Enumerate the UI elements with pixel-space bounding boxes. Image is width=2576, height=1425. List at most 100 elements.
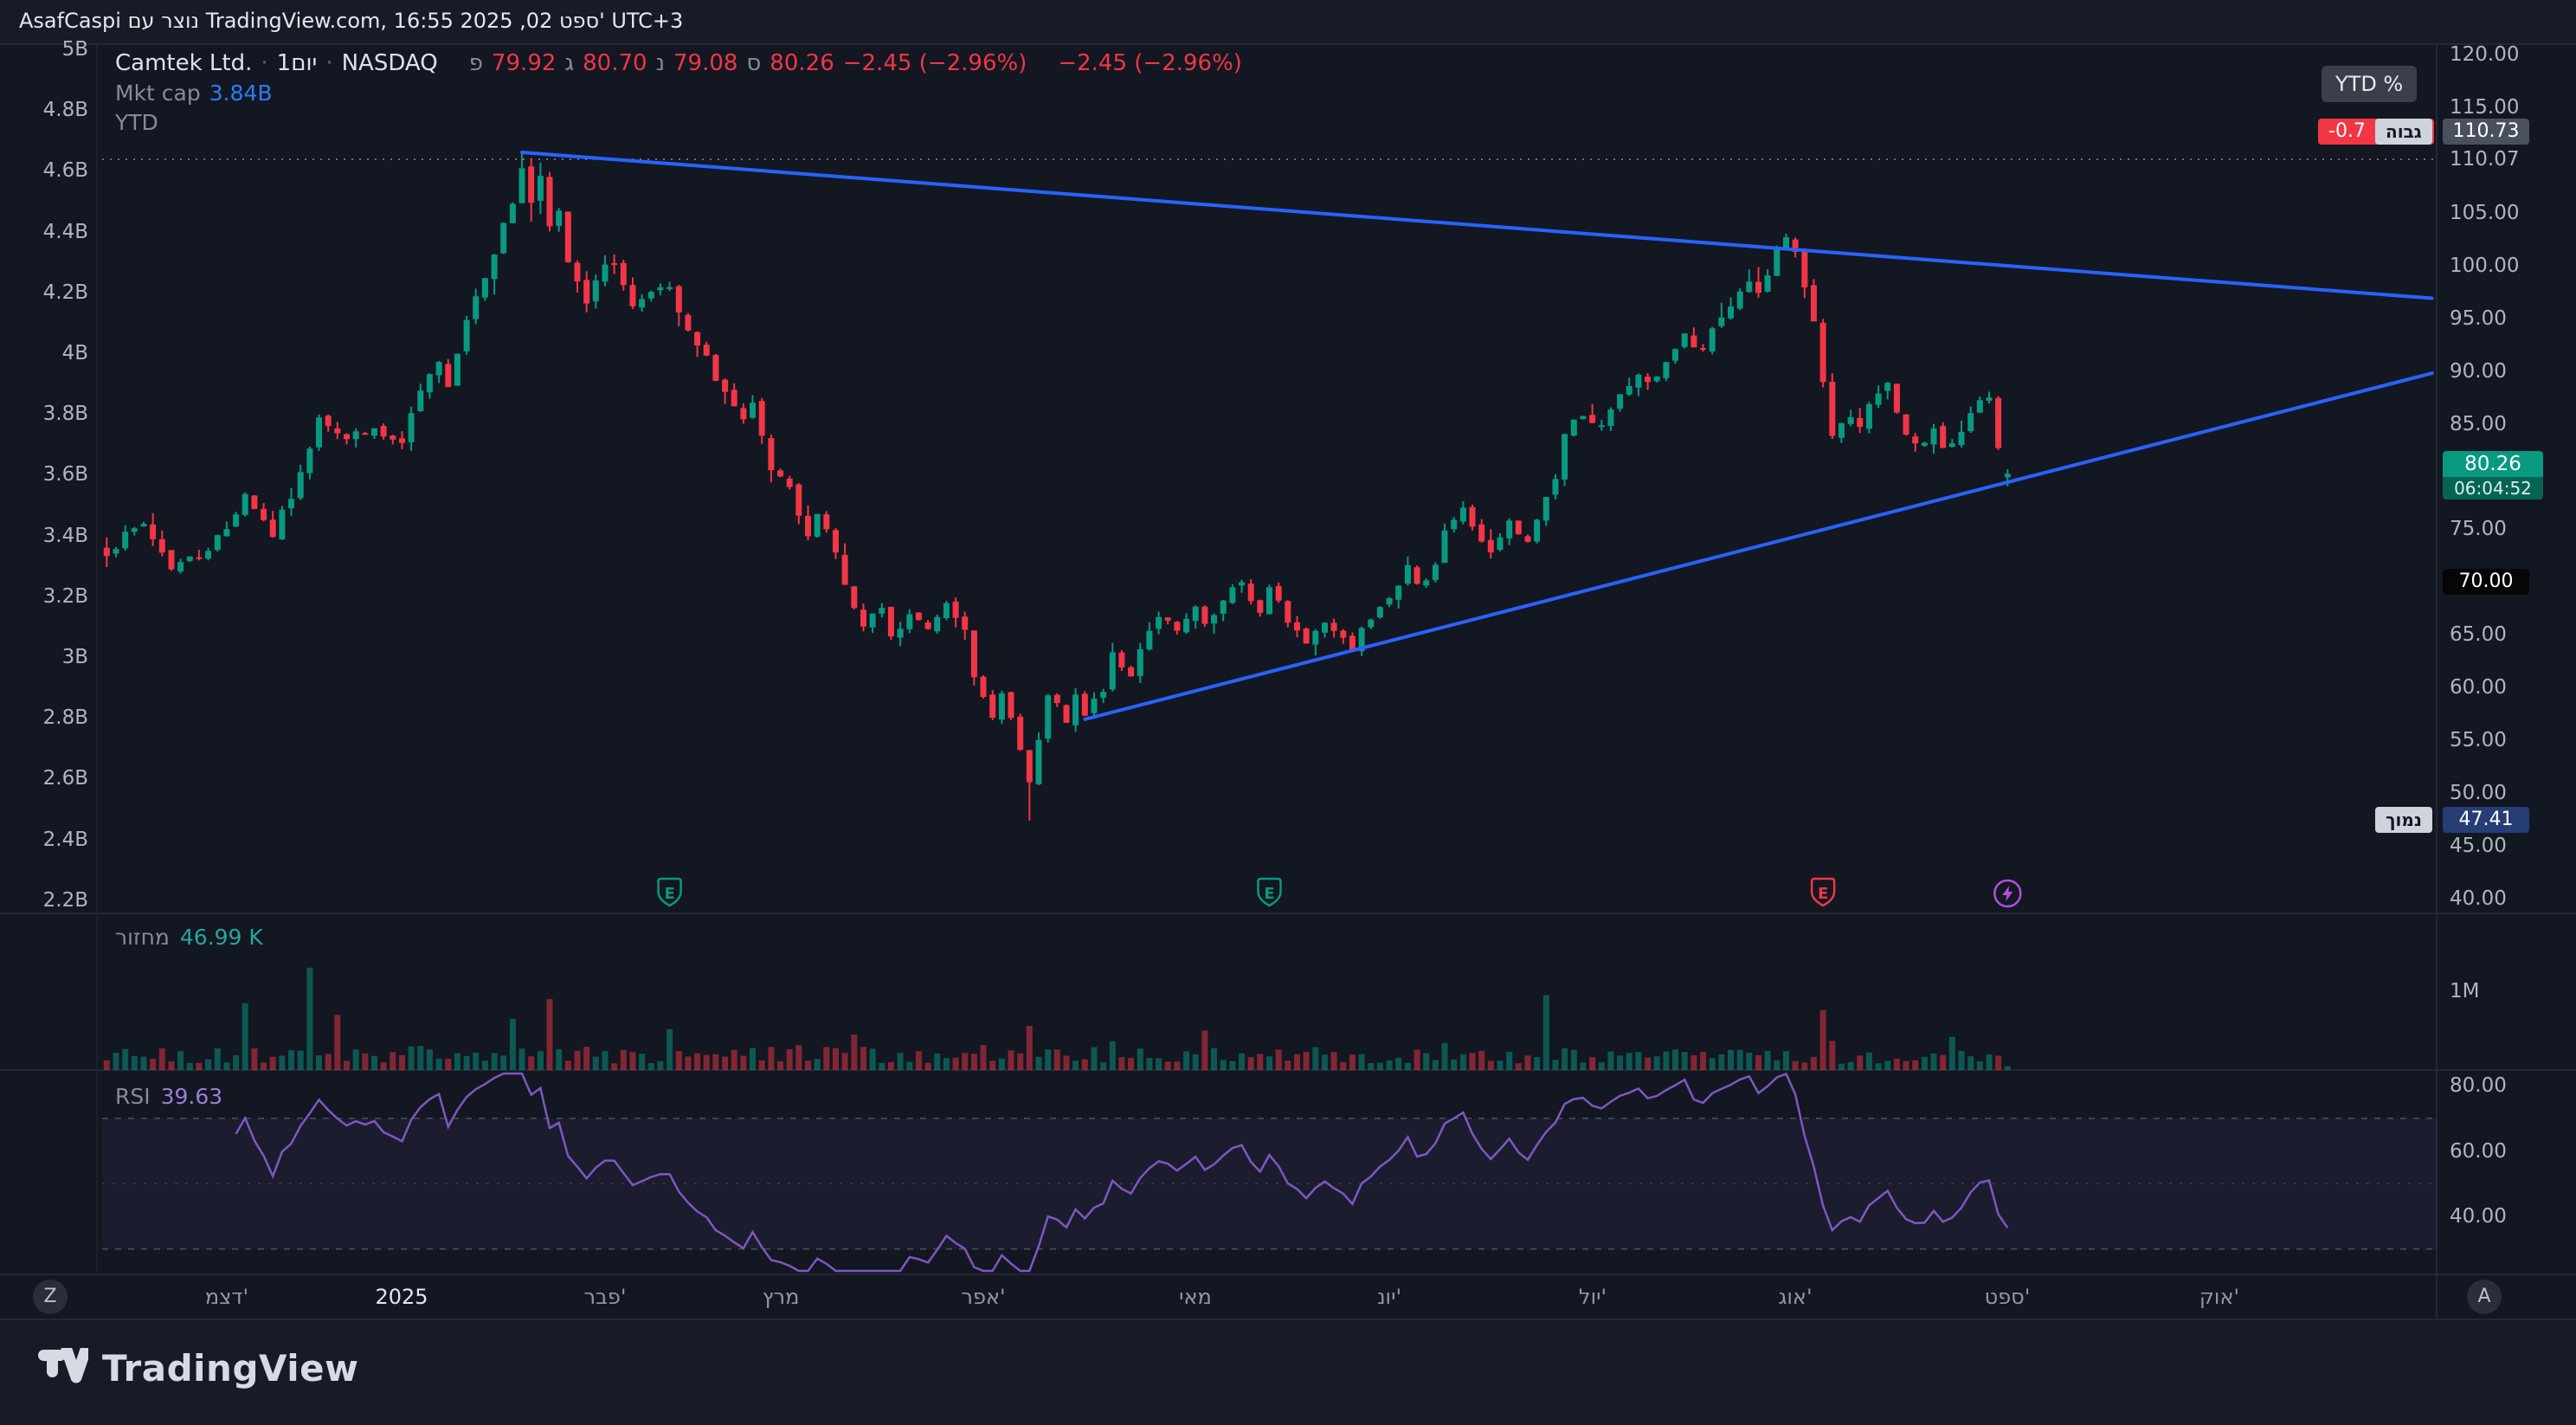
rsi-tick: 60.00 — [2450, 1139, 2507, 1163]
low-value: 79.08 — [673, 50, 738, 76]
legend-separator: · — [325, 50, 333, 76]
rsi-band — [102, 1118, 2437, 1249]
candles — [103, 152, 2011, 821]
marketcap-tick: 3.6B — [42, 463, 88, 487]
marketcap-tick: 2.8B — [42, 706, 88, 730]
price-tick: 75.00 — [2450, 518, 2507, 541]
price-tick: 40.00 — [2450, 887, 2507, 910]
price-tick: 90.00 — [2450, 359, 2507, 383]
last-price-badge[interactable]: 80.26 06:04:52 — [2443, 451, 2543, 500]
volume-legend[interactable]: מחזור 46.99 K — [115, 925, 263, 950]
high-tag: גבוה — [2375, 119, 2432, 145]
price-tick: 55.00 — [2450, 729, 2507, 752]
high-label: ג — [564, 50, 575, 76]
price-tick: 50.00 — [2450, 782, 2507, 805]
scale-mode-badge[interactable]: YTD % — [2322, 66, 2418, 102]
mktcap-label: Mkt cap — [115, 80, 201, 106]
marketcap-tick: 2.4B — [42, 828, 88, 851]
marketcap-tick: 3.2B — [42, 584, 88, 608]
low-tag: נמוך — [2375, 807, 2432, 833]
time-tick: אוק' — [2199, 1285, 2240, 1309]
marketcap-tick: 4.8B — [42, 99, 88, 122]
time-tick: יונ' — [1376, 1285, 1402, 1309]
timezone-button[interactable]: Z — [33, 1280, 68, 1314]
marketcap-tick: 3B — [61, 646, 88, 668]
event-lightning-icon[interactable] — [1993, 879, 2022, 908]
ytd-low-axis-label: 47.41 — [2443, 807, 2529, 833]
ytd-high-axis-label: 110.73 — [2443, 119, 2529, 145]
attribution-bar: AsafCaspi נוצר עם TradingView.com, 16:55… — [0, 0, 2576, 44]
rsi-line — [235, 1072, 2009, 1273]
price-tick: 115.00 — [2450, 95, 2520, 119]
change-secondary-value: −2.45 (−2.96%) — [1058, 50, 1242, 76]
price-tick: 120.00 — [2450, 43, 2520, 66]
attribution-text: AsafCaspi נוצר עם TradingView.com, 16:55… — [19, 9, 684, 33]
auto-scale-button[interactable]: A — [2467, 1280, 2502, 1314]
volume-label: מחזור — [115, 925, 170, 950]
symbol-legend: Camtek Ltd. · 1יום · NASDAQ פ 79.92 ג 80… — [115, 48, 1242, 137]
marketcap-tick: 4B — [61, 342, 88, 364]
price-tick: 95.00 — [2450, 306, 2507, 330]
ytd-open-axis-label: 110.07 — [2450, 148, 2520, 171]
time-axis[interactable]: דצמ' 2025 פבר' מרץ אפר' מאי יונ' יול' אוג' ספט' או… — [0, 1274, 2576, 1319]
open-value: 79.92 — [491, 50, 557, 76]
marketcap-tick: 3.4B — [42, 524, 88, 547]
trendline[interactable] — [520, 151, 2434, 300]
time-tick: דצמ' — [204, 1285, 249, 1309]
legend-symbol-row[interactable]: Camtek Ltd. · 1יום · NASDAQ פ 79.92 ג 80… — [115, 48, 1242, 78]
legend-ytd-row[interactable]: YTD — [115, 107, 1242, 137]
tradingview-logo-icon — [38, 1347, 88, 1383]
time-tick: 2025 — [375, 1285, 428, 1309]
price-tick: 85.00 — [2450, 412, 2507, 435]
marketcap-tick: 4.6B — [42, 159, 88, 183]
change-value: −2.45 (−2.96%) — [842, 50, 1027, 76]
ytd-indicator-label: YTD — [115, 109, 158, 135]
time-tick: מרץ — [762, 1285, 800, 1309]
price-tick: 105.00 — [2450, 201, 2520, 224]
open-label: פ — [468, 50, 483, 76]
volume-bars — [103, 967, 2011, 1070]
price-axis[interactable]: 120.00 115.00 105.00 100.00 95.00 90.00 85.00 7… — [2437, 43, 2576, 1319]
marketcap-tick: 2.6B — [42, 767, 88, 790]
price-tick: 45.00 — [2450, 835, 2507, 858]
time-tick: פבר' — [583, 1285, 627, 1309]
earnings-icon[interactable]: E — [1257, 877, 1282, 907]
rsi-tick: 40.00 — [2450, 1205, 2507, 1228]
rsi-legend[interactable]: RSI 39.63 — [115, 1084, 222, 1109]
legend-mktcap-row[interactable]: Mkt cap 3.84B — [115, 78, 1242, 107]
symbol-title[interactable]: Camtek Ltd. — [115, 50, 253, 76]
time-tick: יול' — [1578, 1285, 1607, 1309]
svg-text:E: E — [1264, 885, 1274, 903]
marketcap-axis[interactable]: 5B 4.8B 4.6B 4.4B 4.2B 4B 3.8B 3.6B 3.4B 3.2B 3B 2.… — [0, 38, 97, 913]
chart-background — [0, 44, 2576, 1319]
close-value: 80.26 — [770, 50, 834, 76]
mktcap-value: 3.84B — [209, 80, 273, 106]
high-value: 80.70 — [583, 50, 647, 76]
price-tick: 100.00 — [2450, 254, 2520, 277]
volume-value: 46.99 K — [179, 925, 263, 950]
earnings-icon[interactable]: E — [657, 877, 682, 907]
volume-tick: 1M — [2450, 980, 2480, 1003]
marketcap-tick: 4.2B — [42, 280, 88, 304]
marketcap-tick: 4.4B — [42, 220, 88, 243]
bar-countdown: 06:04:52 — [2443, 477, 2543, 500]
time-tick: ספט' — [1984, 1285, 2031, 1309]
trendline[interactable] — [1083, 371, 2434, 721]
price-tick: 65.00 — [2450, 623, 2507, 647]
tradingview-logo[interactable]: TradingView — [38, 1347, 358, 1390]
earnings-icon[interactable]: E — [1810, 877, 1836, 907]
rsi-value: 39.63 — [160, 1084, 223, 1109]
legend-separator: · — [261, 50, 268, 76]
low-label: נ — [655, 50, 665, 76]
time-tick: מאי — [1179, 1285, 1212, 1309]
price-tick: 60.00 — [2450, 676, 2507, 700]
time-tick: אוג' — [1778, 1285, 1813, 1309]
close-label: ס — [746, 50, 762, 76]
rsi-label: RSI — [115, 1084, 151, 1109]
svg-text:E: E — [1818, 885, 1828, 903]
interval-label[interactable]: 1יום — [276, 50, 318, 76]
marketcap-tick: 2.2B — [42, 888, 88, 912]
price-level-70-badge: 70.00 — [2443, 569, 2529, 595]
rsi-tick: 80.00 — [2450, 1074, 2507, 1097]
